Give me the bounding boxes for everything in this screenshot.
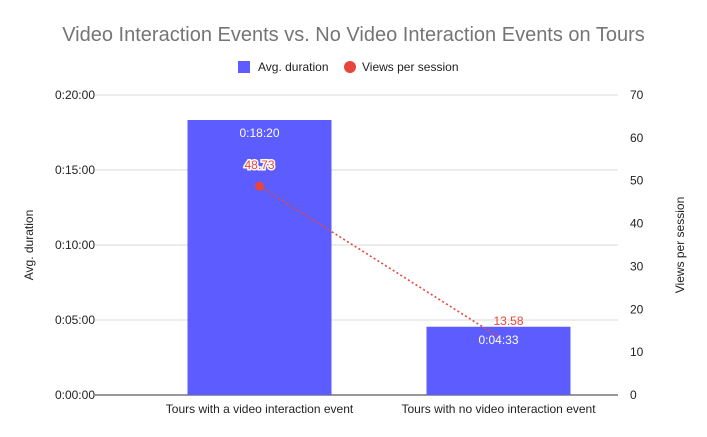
legend-label-views-per-session: Views per session [362, 60, 459, 74]
point-value-label: 48.73 [244, 158, 274, 172]
right-tick-label: 70 [630, 88, 644, 102]
left-axis-ticks: 0:00:00 0:05:00 0:10:00 0:15:00 0:20:00 [55, 88, 95, 402]
bar-value-label: 0:18:20 [239, 126, 279, 140]
legend-swatch-avg-duration [238, 61, 250, 73]
bars: 0:18:20 0:04:33 [187, 120, 571, 395]
chart-title: Video Interaction Events vs. No Video In… [62, 24, 645, 46]
bar-avg-duration [187, 120, 332, 395]
legend: Avg. duration Views per session [238, 60, 459, 74]
left-tick-label: 0:10:00 [55, 238, 95, 252]
left-tick-label: 0:00:00 [55, 388, 95, 402]
x-tick-label: Tours with a video interaction event [166, 402, 354, 416]
point-value-label: 13.58 [493, 314, 523, 328]
right-tick-label: 0 [630, 388, 637, 402]
x-tick-label: Tours with no video interaction event [401, 402, 596, 416]
right-axis-title: Views per session [673, 197, 687, 294]
left-tick-label: 0:05:00 [55, 313, 95, 327]
right-tick-label: 30 [630, 259, 644, 273]
right-tick-label: 60 [630, 131, 644, 145]
left-axis-title: Avg. duration [22, 210, 36, 281]
legend-swatch-views-per-session [344, 61, 356, 73]
views-line: 48.73 13.58 [243, 157, 524, 338]
x-axis-ticks: Tours with a video interaction event Tour… [166, 402, 596, 416]
bar-avg-duration [426, 326, 571, 395]
right-tick-label: 40 [630, 217, 644, 231]
right-tick-label: 20 [630, 302, 644, 316]
views-per-session-point [255, 181, 264, 191]
right-tick-label: 50 [630, 174, 644, 188]
right-tick-label: 10 [630, 345, 644, 359]
right-axis-ticks: 0 10 20 30 40 50 60 70 [630, 88, 644, 402]
legend-label-avg-duration: Avg. duration [258, 60, 329, 74]
left-tick-label: 0:15:00 [55, 163, 95, 177]
left-tick-label: 0:20:00 [55, 88, 95, 102]
views-per-session-line [259, 185, 499, 338]
bar-value-label: 0:04:33 [478, 333, 518, 347]
